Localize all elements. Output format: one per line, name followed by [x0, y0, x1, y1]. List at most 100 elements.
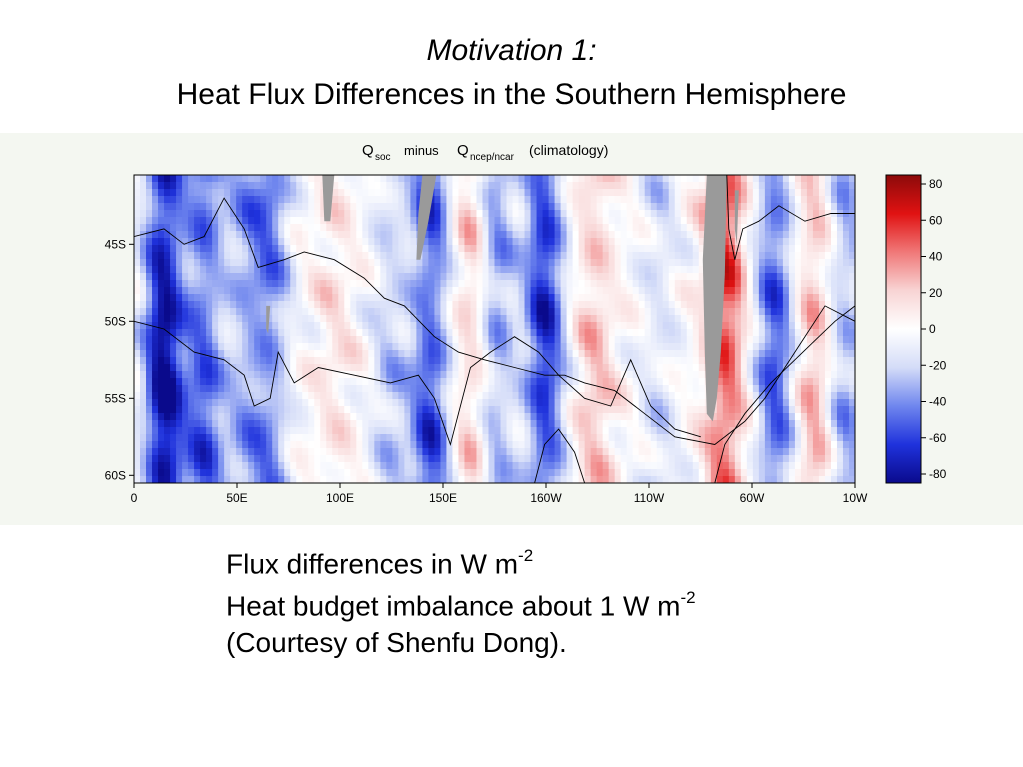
- heatmap-cell: [368, 462, 375, 470]
- heatmap-cell: [326, 245, 333, 253]
- heatmap-cell: [794, 287, 802, 295]
- heatmap-cell: [164, 434, 171, 442]
- heatmap-cell: [746, 392, 754, 400]
- heatmap-cell: [566, 322, 574, 330]
- heatmap-cell: [332, 364, 339, 372]
- heatmap-cell: [806, 441, 814, 449]
- heatmap-cell: [266, 315, 273, 323]
- heatmap-cell: [848, 343, 855, 351]
- heatmap-cell: [320, 427, 327, 435]
- heatmap-cell: [782, 210, 790, 218]
- heatmap-cell: [512, 266, 520, 274]
- heatmap-cell: [602, 231, 610, 239]
- heatmap-cell: [794, 322, 802, 330]
- heatmap-cell: [482, 210, 490, 218]
- heatmap-cell: [662, 336, 670, 344]
- heatmap-cell: [614, 392, 622, 400]
- heatmap-cell: [518, 238, 526, 246]
- heatmap-cell: [290, 357, 297, 365]
- heatmap-cell: [380, 455, 387, 463]
- heatmap-cell: [722, 217, 730, 225]
- heatmap-cell: [542, 420, 550, 428]
- heatmap-cell: [524, 462, 532, 470]
- heatmap-cell: [674, 266, 682, 274]
- heatmap-cell: [656, 210, 664, 218]
- heatmap-cell: [608, 273, 616, 281]
- heatmap-cell: [554, 392, 562, 400]
- heatmap-cell: [458, 462, 466, 470]
- heatmap-cell: [650, 413, 658, 421]
- heatmap-cell: [290, 315, 297, 323]
- heatmap-cell: [284, 175, 291, 183]
- heatmap-cell: [290, 189, 297, 197]
- heatmap-cell: [458, 322, 466, 330]
- heatmap-cell: [788, 448, 796, 456]
- heatmap-cell: [734, 392, 742, 400]
- heatmap-cell: [308, 259, 315, 267]
- heatmap-cell: [440, 448, 448, 456]
- heatmap-cell: [584, 175, 592, 183]
- heatmap-cell: [380, 217, 387, 225]
- heatmap-cell: [470, 287, 478, 295]
- heatmap-cell: [494, 329, 502, 337]
- heatmap-cell: [278, 280, 285, 288]
- heatmap-cell: [614, 245, 622, 253]
- heatmap-cell: [332, 371, 339, 379]
- heatmap-cell: [602, 364, 610, 372]
- heatmap-cell: [788, 357, 796, 365]
- heatmap-cell: [746, 203, 754, 211]
- heatmap-cell: [302, 462, 309, 470]
- heatmap-cell: [410, 462, 417, 470]
- heatmap-cell: [518, 252, 526, 260]
- heatmap-cell: [332, 413, 339, 421]
- heatmap-cell: [314, 357, 321, 365]
- heatmap-cell: [266, 189, 273, 197]
- heatmap-cell: [734, 364, 742, 372]
- heatmap-cell: [572, 315, 580, 323]
- heatmap-cell: [560, 224, 568, 232]
- heatmap-cell: [518, 315, 526, 323]
- heatmap-cell: [470, 350, 478, 358]
- heatmap-cell: [194, 378, 201, 386]
- heatmap-cell: [602, 378, 610, 386]
- heatmap-cell: [248, 182, 255, 190]
- heatmap-cell: [338, 336, 345, 344]
- heatmap-cell: [800, 336, 808, 344]
- heatmap-cell: [254, 224, 261, 232]
- heatmap-cell: [836, 245, 844, 253]
- heatmap-cell: [494, 238, 502, 246]
- heatmap-cell: [344, 245, 351, 253]
- heatmap-cell: [404, 266, 411, 274]
- heatmap-cell: [692, 308, 700, 316]
- heatmap-cell: [542, 385, 550, 393]
- heatmap-cell: [554, 315, 562, 323]
- heatmap-cell: [782, 217, 790, 225]
- heatmap-cell: [494, 343, 502, 351]
- heatmap-cell: [458, 224, 466, 232]
- heatmap-cell: [818, 196, 826, 204]
- heatmap-cell: [434, 329, 442, 337]
- heatmap-cell: [698, 259, 706, 267]
- heatmap-cell: [560, 301, 568, 309]
- heatmap-cell: [398, 413, 405, 421]
- heatmap-cell: [596, 448, 604, 456]
- heatmap-cell: [386, 266, 393, 274]
- heatmap-cell: [332, 308, 339, 316]
- heatmap-cell: [134, 203, 141, 211]
- heatmap-cell: [584, 231, 592, 239]
- heatmap-cell: [566, 182, 574, 190]
- heatmap-cell: [470, 210, 478, 218]
- heatmap-cell: [218, 399, 225, 407]
- heatmap-cell: [812, 203, 820, 211]
- heatmap-cell: [416, 266, 423, 274]
- heatmap-cell: [788, 371, 796, 379]
- heatmap-cell: [626, 266, 634, 274]
- heatmap-cell: [650, 427, 658, 435]
- heatmap-cell: [566, 231, 574, 239]
- heatmap-cell: [602, 336, 610, 344]
- heatmap-cell: [554, 210, 562, 218]
- heatmap-cell: [806, 287, 814, 295]
- heatmap-cell: [788, 364, 796, 372]
- heatmap-cell: [278, 462, 285, 470]
- heatmap-cell: [410, 378, 417, 386]
